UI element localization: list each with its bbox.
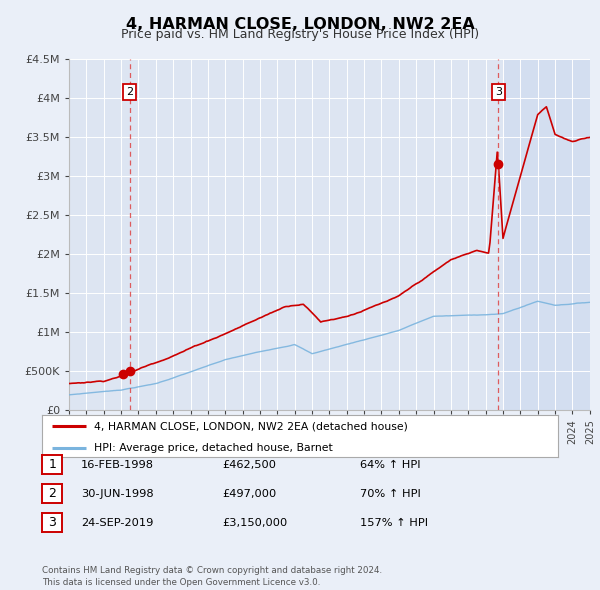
Text: 3: 3 (495, 87, 502, 97)
Text: 30-JUN-1998: 30-JUN-1998 (81, 489, 154, 499)
Text: 1: 1 (48, 458, 56, 471)
Text: £497,000: £497,000 (222, 489, 276, 499)
Text: £462,500: £462,500 (222, 460, 276, 470)
Text: Price paid vs. HM Land Registry's House Price Index (HPI): Price paid vs. HM Land Registry's House … (121, 28, 479, 41)
Text: 4, HARMAN CLOSE, LONDON, NW2 2EA (detached house): 4, HARMAN CLOSE, LONDON, NW2 2EA (detach… (94, 421, 407, 431)
Text: £3,150,000: £3,150,000 (222, 518, 287, 527)
Text: 2: 2 (48, 487, 56, 500)
Text: 3: 3 (48, 516, 56, 529)
Bar (503, 59, 590, 410)
Text: 24-SEP-2019: 24-SEP-2019 (81, 518, 154, 527)
Text: 2: 2 (126, 87, 133, 97)
Text: Contains HM Land Registry data © Crown copyright and database right 2024.
This d: Contains HM Land Registry data © Crown c… (42, 566, 382, 587)
Text: 16-FEB-1998: 16-FEB-1998 (81, 460, 154, 470)
Text: 157% ↑ HPI: 157% ↑ HPI (360, 518, 428, 527)
Text: 64% ↑ HPI: 64% ↑ HPI (360, 460, 421, 470)
Text: 4, HARMAN CLOSE, LONDON, NW2 2EA: 4, HARMAN CLOSE, LONDON, NW2 2EA (125, 17, 475, 31)
Text: HPI: Average price, detached house, Barnet: HPI: Average price, detached house, Barn… (94, 443, 332, 453)
Text: 70% ↑ HPI: 70% ↑ HPI (360, 489, 421, 499)
